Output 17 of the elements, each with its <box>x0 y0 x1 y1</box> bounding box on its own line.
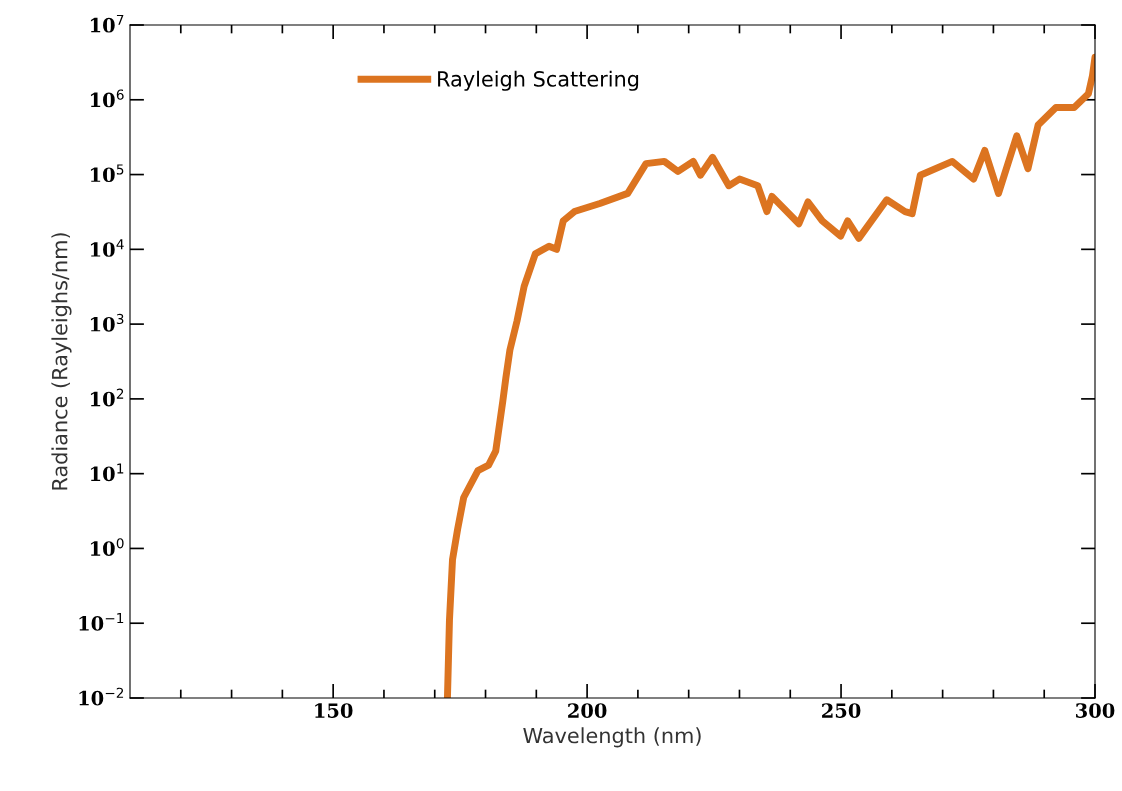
legend-label: Rayleigh Scattering <box>438 70 639 91</box>
y-tick-label: 10$^{3}$ <box>90 313 124 332</box>
x-tick-label: 250 <box>822 703 861 718</box>
y-tick-label: 10$^{−1}$ <box>79 613 124 631</box>
y-tick-label: 10$^{2}$ <box>90 388 124 407</box>
y-tick-label: 10$^{0}$ <box>90 538 124 556</box>
x-tick-label: 150 <box>315 703 353 718</box>
y-tick-label: 10$^{−2}$ <box>79 687 124 706</box>
y-tick-label: 10$^{1}$ <box>90 463 124 482</box>
y-tick-label: 10$^{5}$ <box>90 164 124 183</box>
y-axis-title: Radiance (Rayleighs/nm) <box>51 233 72 490</box>
x-tick-label: 300 <box>1076 703 1115 718</box>
x-tick-label: 200 <box>568 703 607 718</box>
x-axis-title: Wavelength (nm) <box>523 727 701 748</box>
y-tick-label: 10$^{7}$ <box>90 14 124 33</box>
y-tick-label: 10$^{4}$ <box>90 239 124 257</box>
y-tick-label: 10$^{6}$ <box>90 89 124 108</box>
